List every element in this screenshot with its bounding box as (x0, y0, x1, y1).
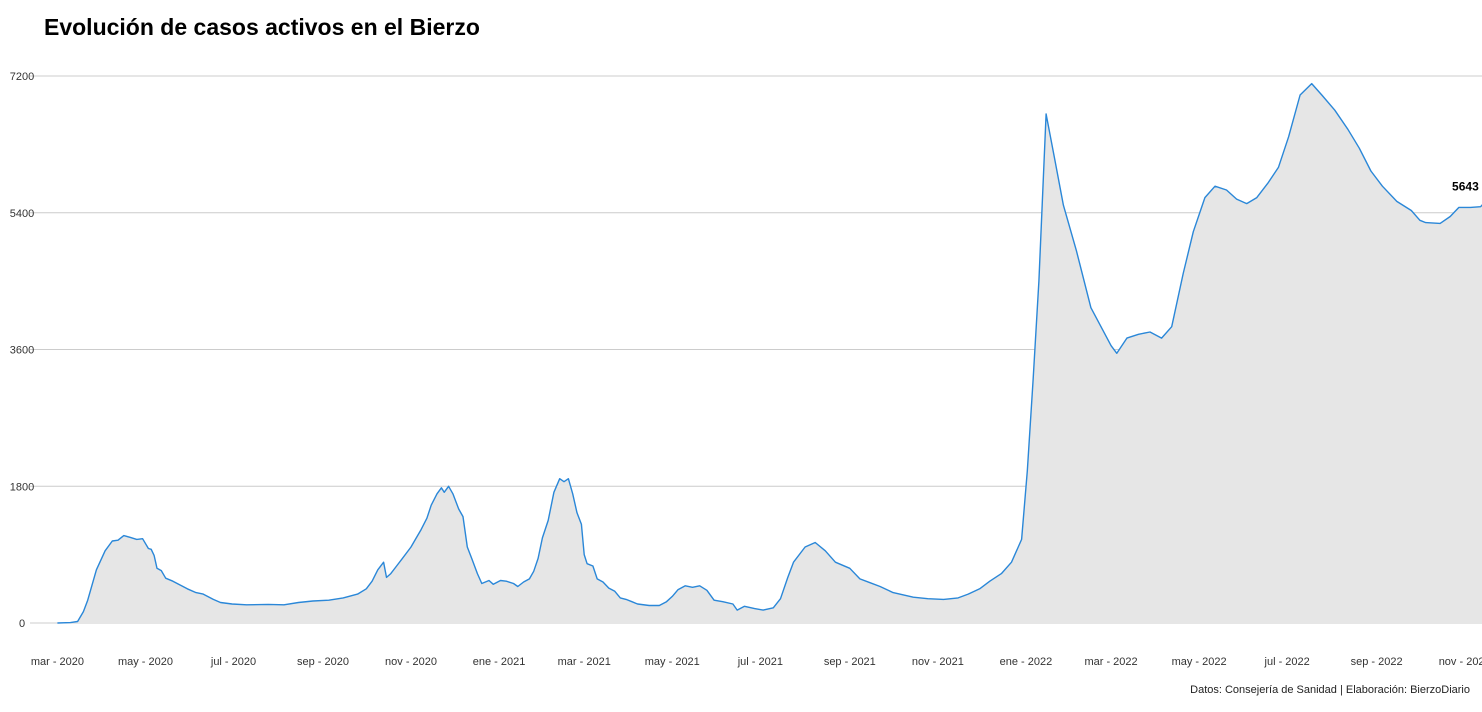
x-tick-label: jul - 2021 (737, 656, 783, 668)
series-area (57, 83, 1482, 623)
x-tick-label: mar - 2021 (558, 656, 611, 668)
area-layer (57, 83, 1482, 623)
x-tick-label: nov - 2022 (1439, 656, 1482, 668)
x-tick-label: nov - 2020 (385, 656, 437, 668)
series-line (57, 82, 1482, 624)
x-tick-label: sep - 2021 (824, 656, 876, 668)
x-tick-label: jul - 2020 (210, 656, 256, 668)
x-tick-label: nov - 2021 (912, 656, 964, 668)
y-tick-label: 7200 (10, 71, 34, 83)
x-tick-label: ene - 2022 (1000, 656, 1053, 668)
last-value-label: 5643 (1452, 179, 1479, 193)
y-tick-label: 1800 (10, 481, 34, 493)
x-axis-ticks: mar - 2020 may - 2020 jul - 2020 sep - 2020… (31, 656, 1482, 668)
x-tick-label: may - 2020 (118, 656, 173, 668)
x-tick-label: sep - 2022 (1351, 656, 1403, 668)
source-credit: Datos: Consejería de Sanidad | Elaboraci… (1190, 684, 1470, 696)
x-tick-label: mar - 2022 (1084, 656, 1137, 668)
x-tick-label: may - 2022 (1172, 656, 1227, 668)
y-tick-label: 0 (19, 618, 25, 630)
y-axis-ticks: 0 1800 3600 5400 7200 (10, 71, 34, 630)
data-labels: 5643 (1452, 179, 1479, 193)
chart-title: Evolución de casos activos en el Bierzo (44, 14, 480, 40)
x-tick-label: sep - 2020 (297, 656, 349, 668)
x-tick-label: ene - 2021 (473, 656, 526, 668)
x-tick-label: may - 2021 (645, 656, 700, 668)
x-tick-label: mar - 2020 (31, 656, 84, 668)
line-layer (57, 82, 1482, 624)
y-tick-label: 5400 (10, 208, 34, 220)
y-tick-label: 3600 (10, 345, 34, 357)
x-tick-label: jul - 2022 (1264, 656, 1310, 668)
